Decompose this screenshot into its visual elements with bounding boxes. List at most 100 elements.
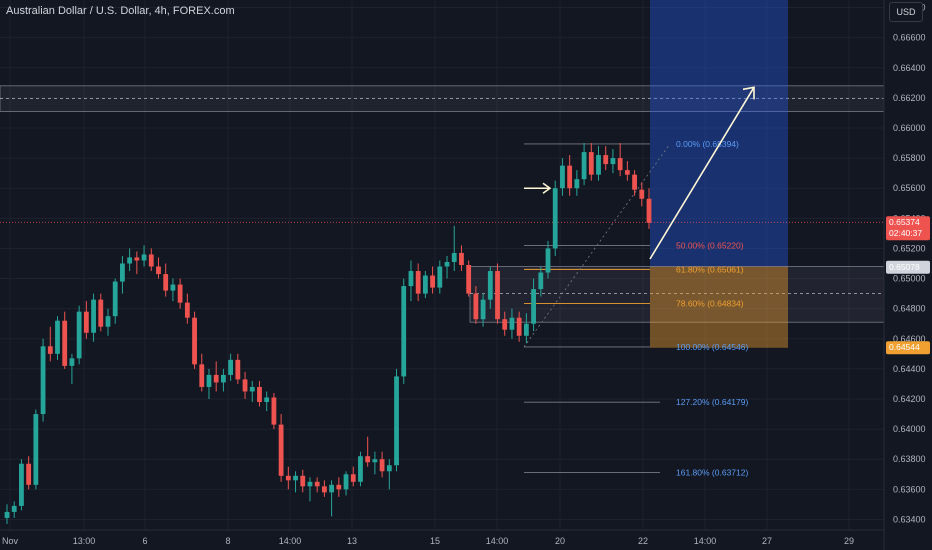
zones — [0, 0, 885, 348]
time-axis[interactable]: Nov 13:00 6 8 14:00 13 15 14:00 20 22 14:00 27 29 — [0, 529, 884, 546]
y-tick-label: 0.64800 — [893, 304, 926, 314]
projection-arrow-head — [742, 86, 755, 100]
candle-up — [329, 484, 335, 493]
candle-up — [343, 474, 349, 490]
stop-price-tag-text: 0.64544 — [889, 342, 920, 352]
resistance-zone — [0, 85, 885, 112]
x-tick-label: 15 — [430, 536, 440, 546]
fibonacci-retracement: 0.00% (0.65394) 50.00% (0.65220) 61.80% (0… — [523, 139, 748, 477]
candle-down — [278, 424, 284, 476]
candle-down — [567, 165, 573, 189]
candle-down — [285, 475, 291, 481]
candle-up — [401, 286, 407, 377]
fib-level-label: 50.00% (0.65220) — [676, 240, 744, 250]
x-tick-label: 27 — [762, 536, 772, 546]
candle-up — [221, 374, 226, 383]
candle-down — [134, 257, 140, 261]
candle-down — [365, 456, 371, 463]
candle-down — [459, 252, 464, 265]
candle-up — [596, 155, 601, 175]
x-tick-label: 14:00 — [486, 536, 509, 546]
currency-button[interactable]: USD — [889, 2, 923, 22]
candle-down — [184, 302, 190, 318]
zone-price-tag-text: 0.65078 — [889, 262, 920, 272]
candle-up — [523, 323, 529, 336]
y-tick-label: 0.64000 — [893, 424, 926, 434]
fib-level-label: 78.60% (0.64834) — [676, 299, 744, 309]
candle-up — [11, 505, 17, 512]
candle-up — [408, 271, 414, 287]
candle-up — [531, 289, 536, 324]
candle-up — [358, 456, 363, 482]
y-tick-label: 0.63800 — [893, 454, 926, 464]
candle-up — [545, 248, 551, 273]
x-tick-label: 14:00 — [694, 536, 717, 546]
candle-down — [415, 271, 421, 294]
candle-up — [105, 316, 111, 327]
y-tick-label: 0.64400 — [893, 364, 926, 374]
candle-down — [516, 317, 522, 336]
candle-down — [62, 320, 68, 366]
y-tick-label: 0.63600 — [893, 484, 926, 494]
candle-up — [610, 158, 616, 165]
fib-level-label: 100.00% (0.64546) — [676, 342, 748, 352]
fib-level-label: 161.80% (0.63712) — [676, 467, 748, 477]
chart-title: Australian Dollar / U.S. Dollar, 4h, FOR… — [6, 5, 235, 17]
candle-up — [127, 257, 133, 264]
candle-down — [473, 293, 479, 320]
candle-up — [249, 386, 255, 392]
fib-level-label: 127.20% (0.64179) — [676, 397, 748, 407]
candle-up — [69, 358, 75, 366]
candle-up — [206, 374, 212, 387]
candle-down — [300, 475, 306, 487]
candle-down — [148, 254, 154, 267]
current-price-tag-bg — [886, 216, 930, 241]
candle-up — [55, 320, 60, 354]
candle-up — [170, 284, 176, 291]
price-axis[interactable]: 0.668000.666000.664000.662000.660000.658… — [883, 0, 926, 550]
candle-up — [538, 272, 544, 290]
candle-down — [502, 319, 508, 330]
candle-up — [91, 299, 96, 333]
candle-up — [4, 511, 10, 518]
candle-down — [98, 299, 104, 327]
candle-down — [646, 198, 652, 223]
candle-down — [235, 359, 241, 380]
candle-down — [321, 486, 327, 493]
candle-up — [120, 263, 125, 282]
candle-up — [552, 188, 558, 249]
candle-down — [213, 374, 219, 383]
candle-up — [386, 465, 392, 472]
x-tick-label: 8 — [225, 536, 230, 546]
target-zone — [650, 0, 788, 267]
candle-up — [451, 252, 457, 262]
candle-up — [141, 254, 147, 261]
pointer-arrow-head — [542, 182, 552, 194]
candle-up — [112, 281, 118, 317]
y-tick-label: 0.63400 — [893, 514, 926, 524]
candle-down — [199, 364, 205, 387]
x-tick-label: 6 — [142, 536, 147, 546]
fib-trend-line — [523, 143, 671, 348]
y-tick-label: 0.65600 — [893, 183, 926, 193]
fib-level-label: 61.80% (0.65061) — [676, 264, 744, 274]
candle-down — [336, 484, 342, 490]
candle-up — [228, 359, 234, 375]
y-tick-label: 0.64200 — [893, 394, 926, 404]
candle-down — [639, 189, 645, 199]
candle-down — [466, 265, 472, 294]
y-tick-label: 0.66200 — [893, 93, 926, 103]
candle-down — [177, 284, 183, 303]
candle-up — [581, 152, 587, 180]
candle-down — [47, 346, 53, 354]
candle-down — [430, 275, 435, 288]
current-price-tag-text: 0.65374 — [889, 217, 920, 227]
candle-up — [480, 299, 486, 320]
candle-up — [372, 459, 378, 463]
candle-down — [26, 463, 32, 485]
candle-up — [33, 414, 39, 485]
projection-arrow — [649, 86, 755, 260]
candle-up — [560, 165, 565, 189]
